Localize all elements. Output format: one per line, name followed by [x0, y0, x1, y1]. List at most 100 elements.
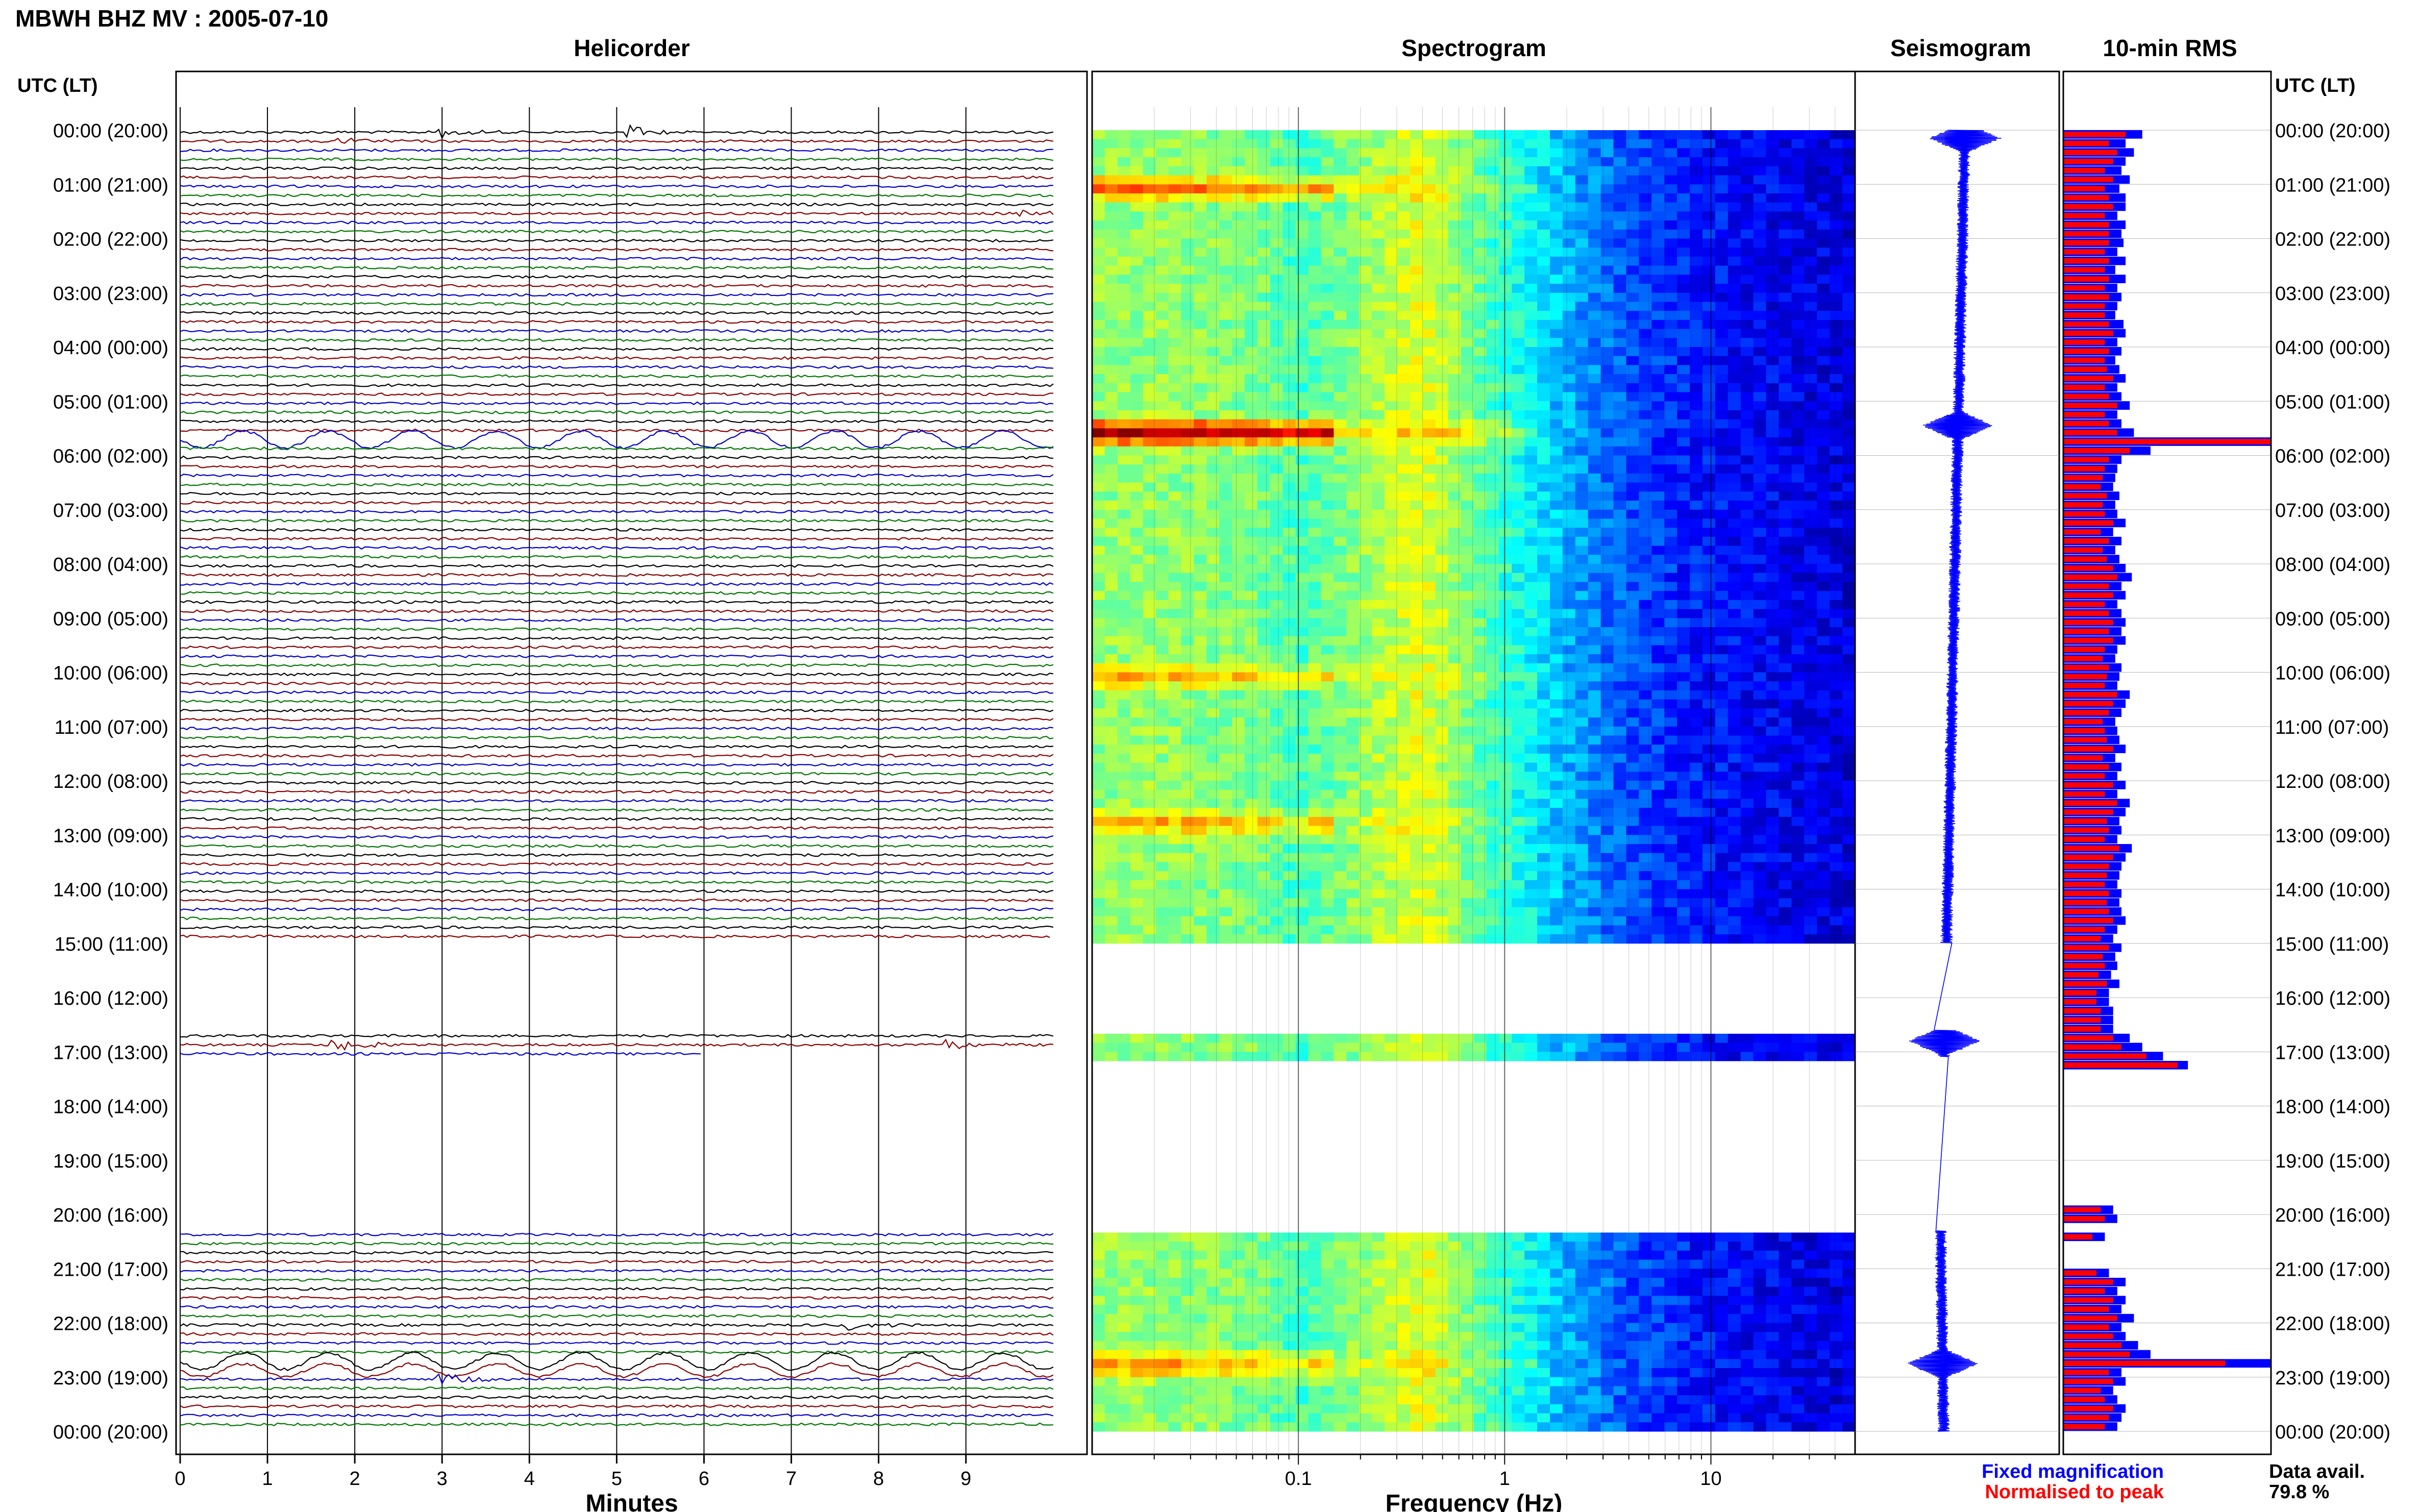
spectrogram-cell: [1448, 627, 1462, 637]
spectrogram-cell: [1639, 645, 1652, 655]
spectrogram-cell: [1168, 591, 1181, 601]
spectrogram-cell: [1130, 726, 1144, 736]
spectrogram-cell: [1562, 745, 1576, 754]
spectrogram-cell: [1422, 826, 1436, 835]
spectrogram-cell: [1130, 338, 1144, 348]
spectrogram-cell: [1550, 482, 1563, 492]
spectrogram-cell: [1257, 781, 1271, 790]
spectrogram-cell: [1613, 518, 1627, 528]
spectrogram-cell: [1410, 663, 1423, 673]
spectrogram-cell: [1740, 175, 1754, 185]
spectrogram-cell: [1550, 211, 1563, 221]
spectrogram-cell: [1562, 319, 1576, 330]
spectrogram-cell: [1117, 410, 1131, 420]
spectrogram-cell: [1410, 654, 1423, 664]
spectrogram-cell: [1613, 546, 1627, 555]
spectrogram-cell: [1677, 347, 1690, 357]
spectrogram-cell: [1613, 482, 1627, 492]
spectrogram-cell: [1626, 446, 1639, 456]
spectrogram-cell: [1677, 645, 1690, 655]
spectrogram-cell: [1181, 609, 1194, 618]
spectrogram-cell: [1282, 582, 1296, 591]
spectrogram-cell: [1486, 338, 1499, 348]
spectrogram-cell: [1486, 130, 1499, 140]
spectrogram-cell: [1104, 265, 1118, 275]
helicorder-trace: [180, 808, 1053, 812]
spectrogram-cell: [1690, 789, 1703, 799]
spectrogram-cell: [1639, 275, 1652, 284]
spectrogram-cell: [1448, 772, 1462, 781]
spectrogram-cell: [1690, 636, 1703, 646]
spectrogram-cell: [1270, 509, 1283, 519]
spectrogram-cell: [1181, 690, 1194, 700]
spectrogram-cell: [1181, 311, 1194, 320]
spectrogram-cell: [1791, 329, 1805, 338]
spectrogram-cell: [1766, 211, 1780, 221]
spectrogram-cell: [1524, 781, 1538, 790]
spectrogram-cell: [1117, 329, 1131, 338]
spectrogram-cell: [1715, 238, 1729, 248]
spectrogram-cell: [1804, 356, 1817, 365]
spectrogram-cell: [1410, 329, 1423, 338]
spectrogram-cell: [1486, 518, 1499, 528]
spectrogram-cell: [1308, 455, 1322, 465]
spectrogram-cell: [1155, 654, 1169, 664]
spectrogram-cell: [1562, 645, 1576, 655]
spectrogram-cell: [1092, 826, 1105, 835]
spectrogram-cell: [1664, 690, 1677, 700]
spectrogram-cell: [1575, 699, 1589, 709]
spectrogram-cell: [1727, 618, 1741, 628]
spectrogram-cell: [1461, 654, 1474, 664]
spectrogram-cell: [1817, 401, 1830, 411]
spectrogram-cell: [1626, 573, 1639, 582]
spectrogram-cell: [1321, 672, 1334, 682]
spectrogram-cell: [1168, 627, 1181, 637]
spectrogram-cell: [1410, 555, 1423, 564]
spectrogram-cell: [1435, 546, 1449, 555]
spectrogram-cell: [1575, 835, 1589, 845]
spectrogram-cell: [1359, 302, 1372, 311]
hour-label-right: 02:00 (22:00): [2275, 229, 2390, 251]
spectrogram-cell: [1422, 229, 1436, 239]
spectrogram-cell: [1575, 501, 1589, 510]
spectrogram-cell: [1830, 166, 1843, 176]
spectrogram-cell: [1664, 600, 1677, 609]
spectrogram-cell: [1613, 220, 1627, 230]
spectrogram-cell: [1168, 618, 1181, 628]
spectrogram-cell: [1600, 319, 1614, 330]
spectrogram-cell: [1117, 482, 1131, 492]
spectrogram-cell: [1702, 518, 1716, 528]
spectrogram-cell: [1791, 627, 1805, 637]
spectrogram-cell: [1804, 501, 1817, 510]
spectrogram-cell: [1397, 175, 1411, 185]
spectrogram-cell: [1410, 184, 1423, 194]
spectrogram-cell: [1702, 383, 1716, 392]
spectrogram-cell: [1664, 753, 1677, 763]
spectrogram-cell: [1410, 292, 1423, 302]
helicorder-trace: [180, 735, 1054, 740]
spectrogram-cell: [1779, 835, 1792, 845]
spectrogram-cell: [1499, 446, 1512, 456]
spectrogram-cell: [1219, 437, 1232, 447]
spectrogram-cell: [1766, 347, 1780, 357]
spectrogram-cell: [1690, 275, 1703, 284]
spectrogram-cell: [1385, 600, 1398, 609]
spectrogram-cell: [1219, 627, 1232, 637]
spectrogram-cell: [1639, 509, 1652, 519]
spectrogram-cell: [1499, 491, 1512, 501]
spectrogram-cell: [1435, 781, 1449, 790]
spectrogram-cell: [1295, 202, 1309, 212]
spectrogram-cell: [1385, 130, 1398, 140]
spectrogram-cell: [1194, 238, 1207, 248]
spectrogram-cell: [1372, 645, 1385, 655]
spectrogram-cell: [1727, 247, 1741, 257]
spectrogram-cell: [1104, 600, 1118, 609]
spectrogram-cell: [1677, 482, 1690, 492]
spectrogram-cell: [1537, 663, 1550, 673]
spectrogram-cell: [1715, 446, 1729, 456]
spectrogram-cell: [1486, 311, 1499, 320]
spectrogram-cell: [1308, 528, 1322, 537]
spectrogram-cell: [1842, 284, 1856, 293]
spectrogram-cell: [1537, 645, 1550, 655]
spectrogram-cell: [1600, 600, 1614, 609]
